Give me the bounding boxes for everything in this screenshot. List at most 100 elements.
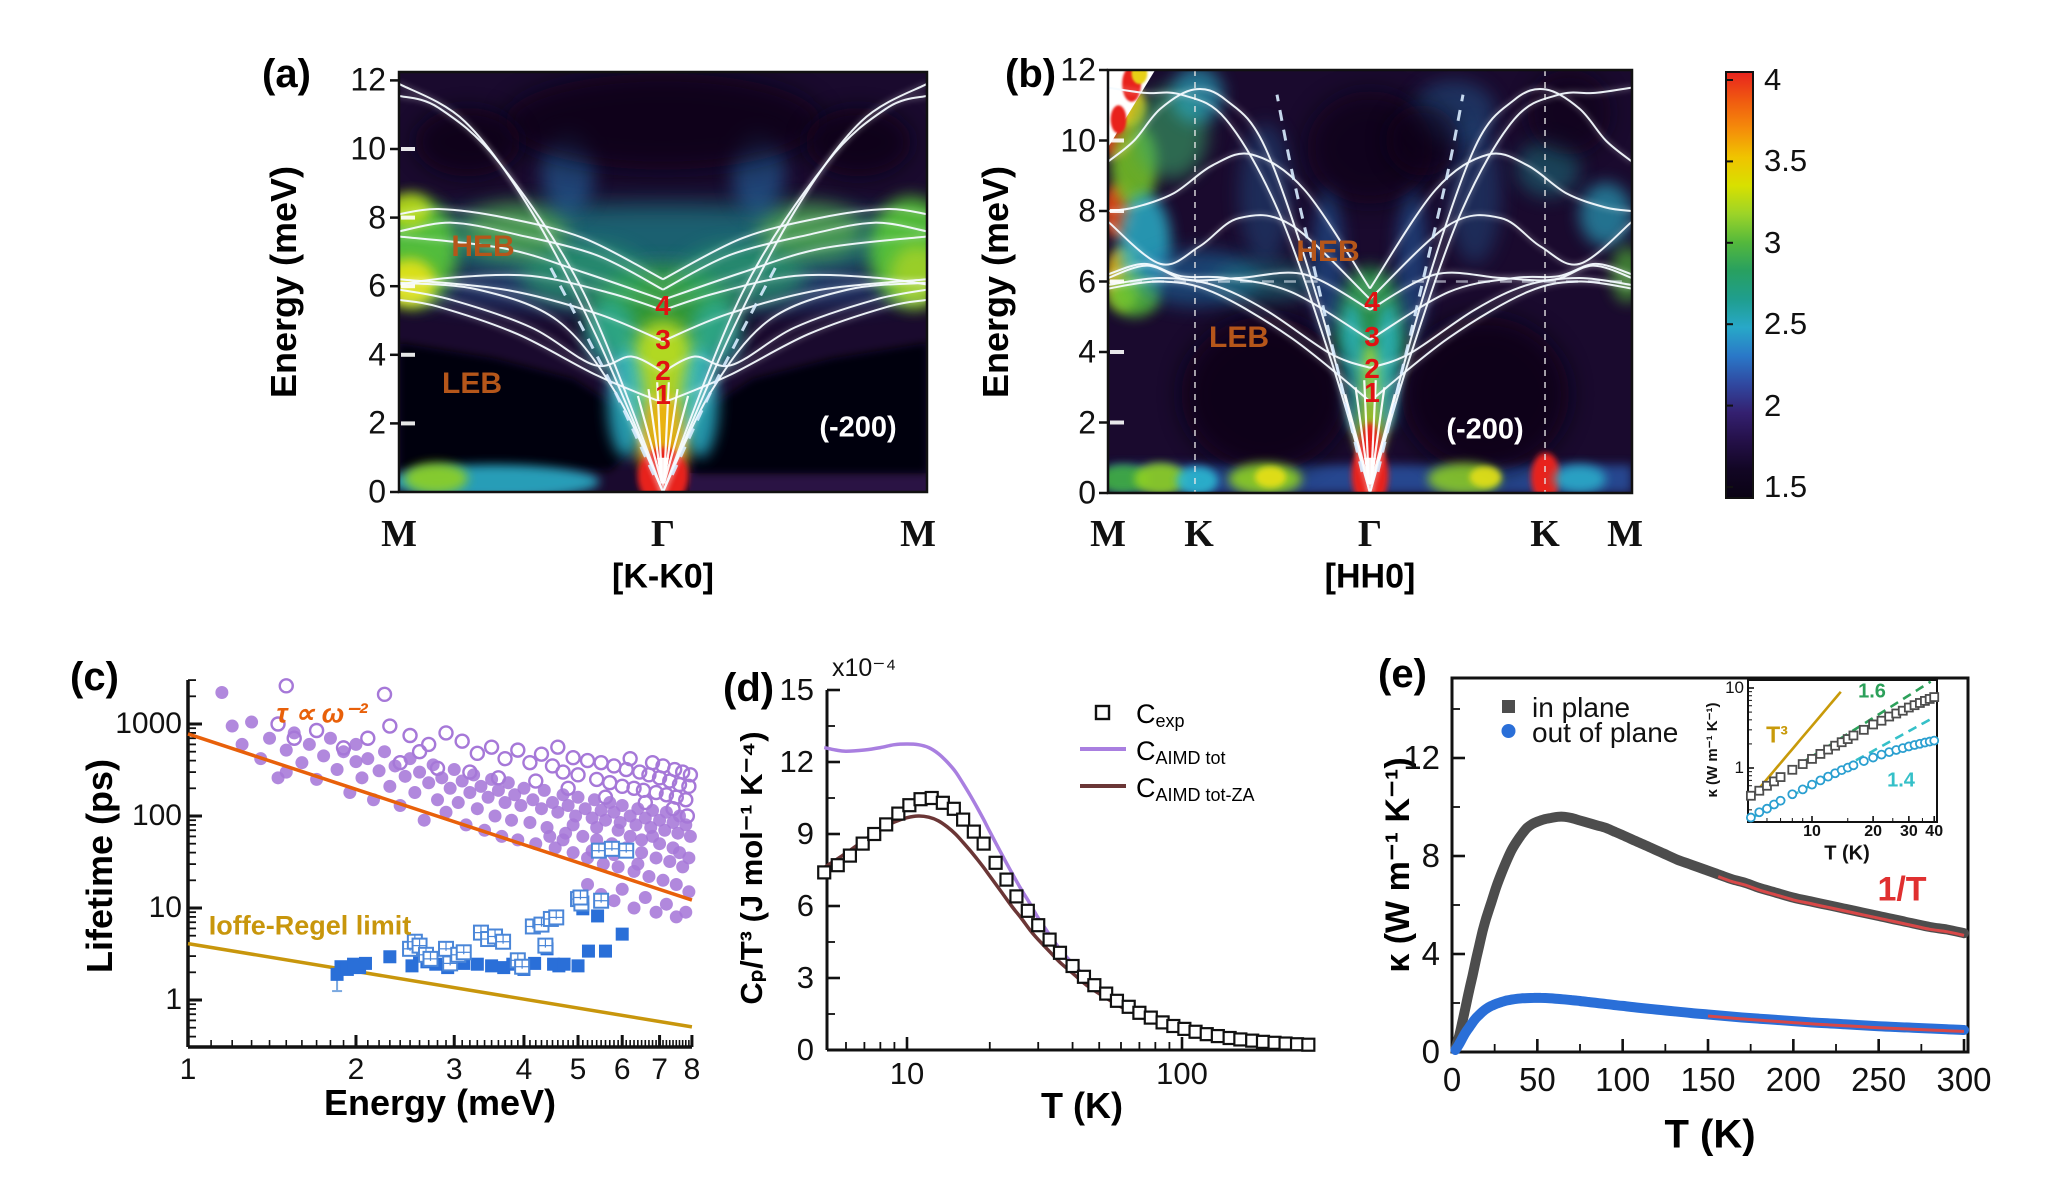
cexp-point	[1132, 1005, 1147, 1020]
one-over-T-fit	[1707, 1014, 1965, 1033]
plot-d-ytick: 12	[779, 744, 814, 779]
purple-filled-point	[443, 781, 457, 795]
colorbar-tick: 2.5	[1764, 306, 1808, 342]
heatmap-a-phonon-branch	[662, 221, 927, 291]
blue-filled-square	[581, 944, 595, 958]
purple-open-point	[382, 718, 398, 734]
colorbar-gradient	[1726, 72, 1753, 498]
panel-a-annotation: (-200)	[819, 411, 897, 444]
cexp-point	[1233, 1032, 1248, 1047]
heatmap-b	[1099, 68, 1634, 495]
purple-filled-point	[629, 818, 643, 832]
heatmap-a-phonon-branch	[662, 281, 927, 492]
purple-open-point	[497, 750, 513, 767]
legend-cexp-sub: exp	[1155, 711, 1185, 732]
cexp-point	[855, 836, 870, 851]
purple-filled-point	[523, 815, 537, 829]
purple-filled-point	[383, 779, 397, 793]
inset-out-of-plane-point	[1815, 775, 1826, 786]
inset-out-of-plane-point	[1868, 752, 1879, 763]
plot-c-xtick: 6	[613, 1053, 631, 1086]
heatmap-b-xtick: K	[1530, 513, 1560, 555]
inset-in-plane-point	[1929, 692, 1940, 702]
plot-c-xtick: 1	[179, 1053, 197, 1086]
purple-open-point	[644, 754, 661, 771]
cexp-point	[1042, 932, 1057, 947]
purple-filled-point	[545, 796, 559, 810]
heatmap-a-phonon-branch	[662, 273, 927, 312]
inset-in-plane-point	[1775, 772, 1786, 782]
purple-open-point	[402, 727, 418, 744]
colorbar-tick: 3	[1764, 224, 1782, 260]
legend-marker-in-plane	[1502, 700, 1515, 713]
purple-filled-point	[671, 826, 685, 840]
plot-e-ytick: 12	[1403, 739, 1440, 776]
heatmap-b-ytick: 4	[1078, 333, 1096, 370]
purple-open-point	[555, 764, 571, 780]
heatmap-a-acoustic-dashed-cone	[670, 264, 778, 476]
purple-filled-point	[514, 799, 528, 813]
plot-e-xtick: 50	[1518, 1061, 1556, 1098]
plot-c-xtick: 2	[347, 1053, 365, 1086]
purple-open-point	[570, 767, 586, 783]
cexp-point	[1301, 1037, 1316, 1052]
purple-filled-point	[235, 737, 249, 751]
purple-filled-point	[508, 788, 522, 802]
mode-number-a: 4	[655, 289, 671, 321]
panel-a-xlabel: [K-K0]	[612, 557, 714, 596]
heatmap-b-ytick: 10	[1060, 122, 1096, 158]
panel-b-label: (b)	[1005, 52, 1057, 96]
purple-filled-point	[422, 776, 436, 790]
inset-guide-T^3	[1749, 690, 1842, 799]
heatmap-b-ytick: 6	[1078, 263, 1096, 299]
legend-caimdza-sub: AIMD tot-ZA	[1155, 785, 1255, 806]
heatmap-b-ytick: 12	[1060, 51, 1096, 88]
purple-open-point	[286, 730, 302, 746]
legend-marker-out-of-plane	[1501, 724, 1516, 738]
inset-xtick: 30	[1899, 823, 1918, 840]
panel-c-xlabel: Energy (meV)	[323, 1082, 557, 1123]
colorbar-tick: 1.5	[1764, 469, 1808, 504]
purple-filled-point	[215, 685, 229, 699]
plot-d-ytick: 15	[779, 672, 814, 707]
purple-open-point	[454, 733, 470, 749]
curve-caimd-tot-za	[823, 814, 1314, 1049]
blue-filled-square	[571, 959, 585, 973]
blue-filled-square	[591, 909, 605, 923]
panel-a-leb-label: LEB	[442, 367, 502, 400]
purple-filled-point	[447, 763, 461, 777]
purple-filled-point	[245, 715, 259, 729]
plot-d-xtick: 10	[889, 1056, 925, 1091]
heatmap-a-phonon-branch	[399, 94, 664, 492]
plot-c-ytick: 1000	[115, 707, 182, 740]
purple-filled-point	[408, 786, 422, 800]
purple-filled-point	[615, 882, 629, 896]
blue-filled-square	[383, 950, 397, 964]
mode-number-a: 3	[655, 324, 671, 356]
colorbar	[1725, 71, 1754, 499]
cexp-point	[867, 826, 882, 842]
purple-filled-point	[566, 846, 580, 860]
heatmap-a-phonon-branch	[662, 288, 927, 373]
heatmap-a-ytick: 2	[368, 404, 386, 441]
purple-filled-point	[631, 802, 645, 816]
panel-d-scale-note: x10⁻⁴	[832, 654, 897, 682]
purple-open-point	[510, 742, 526, 758]
cexp-point	[1289, 1037, 1305, 1052]
purple-filled-point	[598, 813, 612, 827]
one-over-T-fit	[1717, 875, 1965, 937]
panel-e-1overT-annotation: 1/T	[1877, 870, 1927, 909]
mode-number-a: 2	[655, 354, 671, 386]
purple-filled-point	[642, 869, 656, 883]
purple-open-point	[429, 760, 446, 776]
purple-filled-point	[594, 803, 608, 817]
purple-filled-point	[551, 805, 565, 819]
heatmap-b-acoustic-dashed-cone	[1275, 94, 1364, 473]
purple-open-point	[438, 725, 454, 741]
panel-d-ylabel: Cₚ/T³ (J mol⁻¹ K⁻⁴)	[734, 731, 769, 1005]
purple-open-point	[560, 780, 576, 797]
purple-filled-point	[263, 731, 277, 745]
purple-filled-point	[398, 769, 412, 783]
guide-line	[187, 941, 693, 1029]
purple-filled-point	[372, 764, 386, 778]
